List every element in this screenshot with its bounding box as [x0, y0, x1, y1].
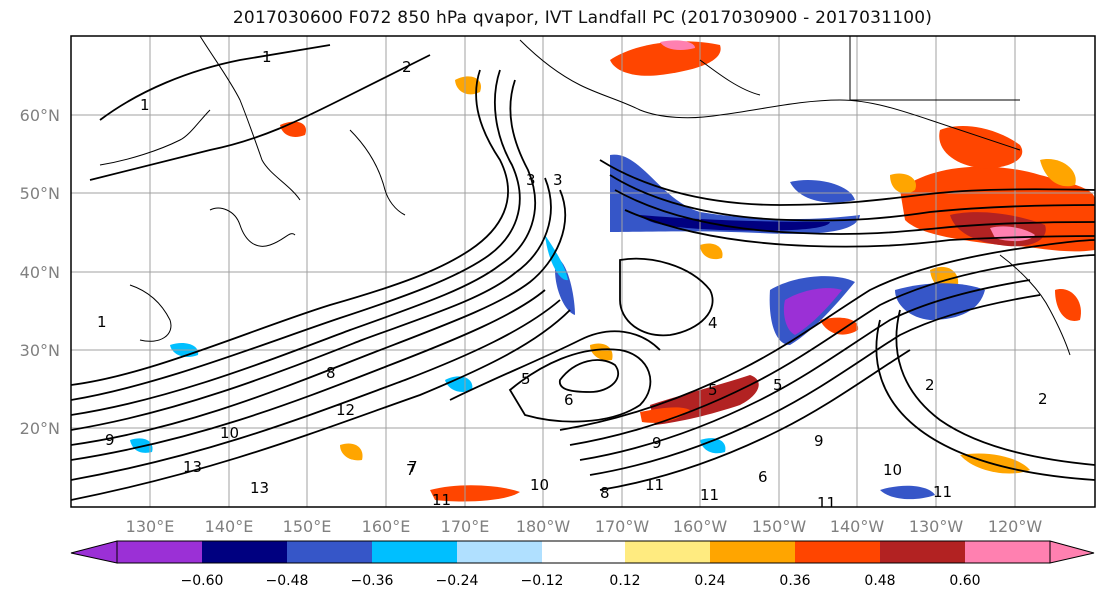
contour-label: 5: [773, 376, 783, 394]
colorbar-segment: [795, 541, 880, 563]
contour-label: 2: [402, 58, 412, 76]
colorbar-segment: [372, 541, 457, 563]
contour-label: 9: [105, 431, 115, 449]
lat-label-30n: 30°N: [20, 341, 60, 360]
lon-label-150e: 150°E: [283, 517, 332, 536]
colorbar-tick-label: 0.12: [609, 573, 640, 589]
contour-label: 1: [262, 48, 272, 66]
contour-labels: 1 2 1 1 3 3 4 5 6 7 8 9 9 10 10 11 11 11…: [97, 48, 1048, 512]
contour-label: 13: [250, 479, 269, 497]
contour-label: 12: [336, 401, 355, 419]
lat-label-40n: 40°N: [20, 263, 60, 282]
colorbar-tick-label: 0.36: [779, 573, 810, 589]
contour-label: 8: [600, 484, 610, 502]
colorbar-under-triangle: [70, 540, 118, 564]
coastlines: [99, 36, 1071, 356]
colorbar-tick-label: −0.36: [351, 573, 394, 589]
lat-label-60n: 60°N: [20, 106, 60, 125]
colorbar-outline: [116, 540, 1051, 564]
contour-label: 13: [183, 458, 202, 476]
colorbar-ticks: −0.60 −0.48 −0.36 −0.24 −0.12 0.12 0.24 …: [181, 573, 981, 589]
qvapor-shading: [130, 40, 1095, 502]
map-frame: [70, 35, 1096, 508]
contour-label: 10: [530, 476, 549, 494]
colorbar-segment: [117, 541, 202, 563]
colorbar-segment: [287, 541, 372, 563]
lon-label-180w: 180°W: [516, 517, 571, 536]
lon-label-130e: 130°E: [126, 517, 175, 536]
colorbar-over-triangle: [1049, 540, 1095, 564]
colorbar-segment: [457, 541, 542, 563]
colorbar-segment: [880, 541, 965, 563]
gridlines: [71, 36, 1095, 507]
contour-label: 11: [645, 476, 664, 494]
lon-label-170w: 170°W: [595, 517, 650, 536]
colorbar-tick-label: 0.48: [864, 573, 895, 589]
lon-label-130w: 130°W: [909, 517, 964, 536]
colorbar-tick-label: −0.12: [521, 573, 564, 589]
colorbar-tick-label: −0.48: [266, 573, 309, 589]
contour-label: 11: [432, 491, 451, 509]
lat-label-20n: 20°N: [20, 419, 60, 438]
colorbar-segment: [965, 541, 1050, 563]
contour-label: 3: [553, 171, 563, 189]
lon-label-170e: 170°E: [441, 517, 490, 536]
colorbar-segment: [202, 541, 287, 563]
longitude-labels: 130°E 140°E 150°E 160°E 170°E 180°W 170°…: [126, 517, 1043, 536]
colorbar-segment: [710, 541, 795, 563]
colorbar-tick-label: 0.60: [949, 573, 980, 589]
contour-label: 9: [652, 434, 662, 452]
contour-label: 7: [408, 458, 418, 476]
contour-label: 9: [814, 432, 824, 450]
contour-label: 5: [708, 381, 718, 399]
contour-label: 10: [883, 461, 902, 479]
figure-title: 2017030600 F072 850 hPa qvapor, IVT Land…: [232, 8, 933, 28]
contour-label: 2: [925, 376, 935, 394]
colorbar-tick-label: 0.24: [694, 573, 725, 589]
colorbar-tick-label: −0.60: [181, 573, 224, 589]
lon-label-140w: 140°W: [830, 517, 885, 536]
lat-label-50n: 50°N: [20, 184, 60, 203]
contour-label: 3: [526, 171, 536, 189]
lon-label-140e: 140°E: [205, 517, 254, 536]
contour-label: 1: [140, 96, 150, 114]
contour-label: 5: [521, 370, 531, 388]
colorbar: −0.60 −0.48 −0.36 −0.24 −0.12 0.12 0.24 …: [70, 540, 1095, 589]
lon-label-150w: 150°W: [752, 517, 807, 536]
lon-label-160w: 160°W: [673, 517, 728, 536]
colorbar-segment: [625, 541, 710, 563]
contour-label: 7: [406, 461, 416, 479]
latitude-labels: 60°N 50°N 40°N 30°N 20°N: [20, 106, 60, 438]
contour-label: 6: [564, 391, 574, 409]
ivt-contours: [71, 44, 1095, 501]
contour-label: 6: [758, 468, 768, 486]
contour-label: 2: [1038, 390, 1048, 408]
colorbar-tick-label: −0.24: [436, 573, 479, 589]
colorbar-segment: [542, 541, 625, 563]
contour-label: 10: [220, 424, 239, 442]
contour-label: 11: [933, 483, 952, 501]
contour-label: 11: [817, 494, 836, 512]
lon-label-120w: 120°W: [988, 517, 1043, 536]
contour-label: 8: [326, 364, 336, 382]
contour-label: 4: [708, 314, 718, 332]
contour-label: 1: [97, 313, 107, 331]
map-content: 1 2 1 1 3 3 4 5 6 7 8 9 9 10 10 11 11 11…: [71, 36, 1095, 512]
lon-label-160e: 160°E: [362, 517, 411, 536]
contour-label: 11: [700, 486, 719, 504]
